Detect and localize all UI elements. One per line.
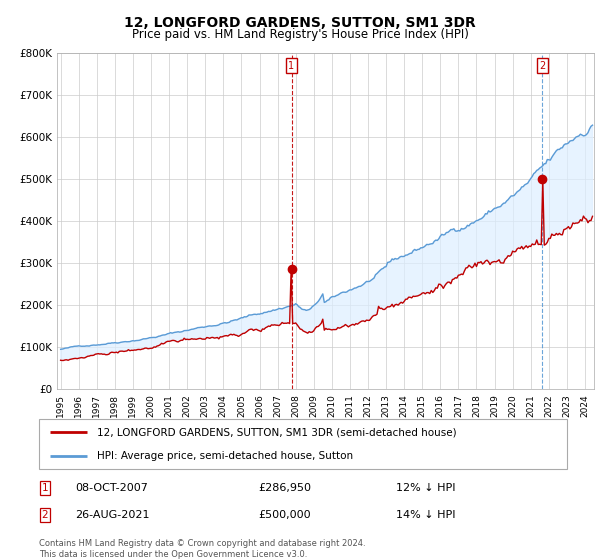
- FancyBboxPatch shape: [39, 419, 567, 469]
- Text: 2: 2: [539, 61, 545, 71]
- Text: 12, LONGFORD GARDENS, SUTTON, SM1 3DR: 12, LONGFORD GARDENS, SUTTON, SM1 3DR: [124, 16, 476, 30]
- Text: 08-OCT-2007: 08-OCT-2007: [75, 483, 148, 493]
- Text: 26-AUG-2021: 26-AUG-2021: [75, 510, 149, 520]
- Text: £286,950: £286,950: [258, 483, 311, 493]
- Text: 1: 1: [289, 61, 295, 71]
- Text: 14% ↓ HPI: 14% ↓ HPI: [396, 510, 455, 520]
- Text: Price paid vs. HM Land Registry's House Price Index (HPI): Price paid vs. HM Land Registry's House …: [131, 28, 469, 41]
- Text: Contains HM Land Registry data © Crown copyright and database right 2024.
This d: Contains HM Land Registry data © Crown c…: [39, 539, 365, 559]
- Text: £500,000: £500,000: [258, 510, 311, 520]
- Text: 1: 1: [41, 483, 49, 493]
- Text: HPI: Average price, semi-detached house, Sutton: HPI: Average price, semi-detached house,…: [97, 451, 353, 461]
- Text: 12% ↓ HPI: 12% ↓ HPI: [396, 483, 455, 493]
- Text: 12, LONGFORD GARDENS, SUTTON, SM1 3DR (semi-detached house): 12, LONGFORD GARDENS, SUTTON, SM1 3DR (s…: [97, 427, 457, 437]
- Text: 2: 2: [41, 510, 49, 520]
